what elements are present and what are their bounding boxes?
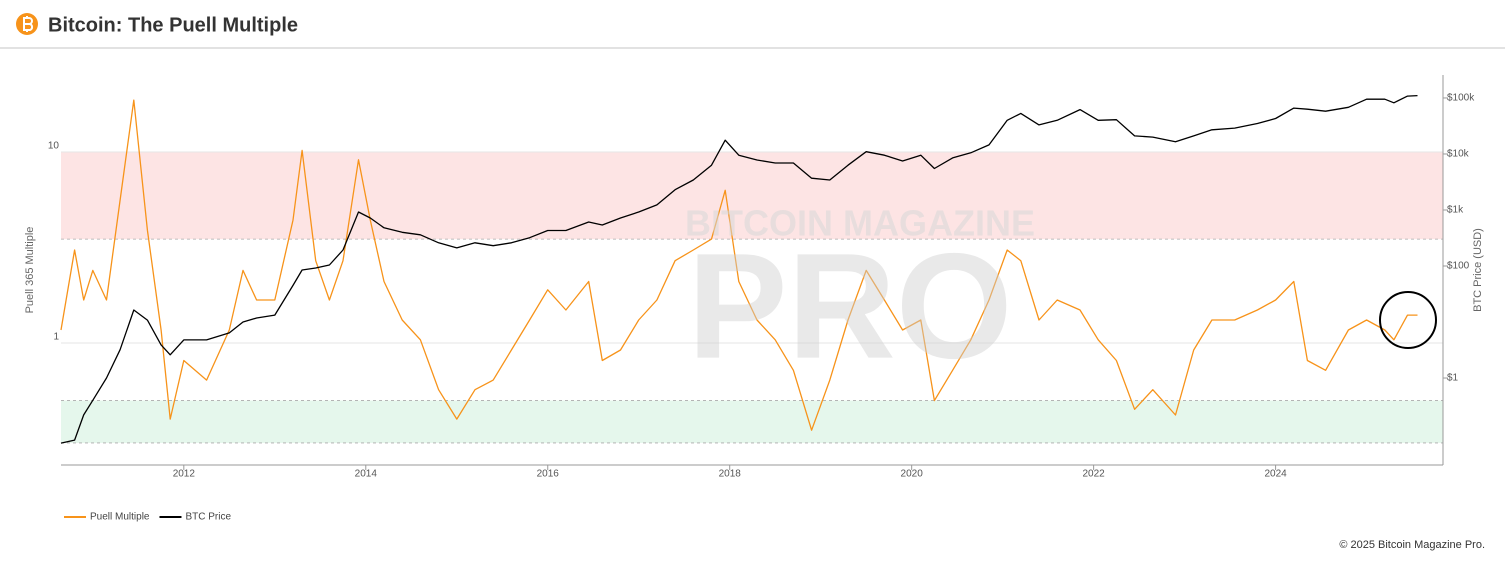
x-tick-label: 2012 — [173, 469, 196, 480]
legend-label: Puell Multiple — [90, 512, 150, 523]
copyright: © 2025 Bitcoin Magazine Pro. — [1339, 539, 1485, 551]
watermark: BITCOIN MAGAZINE — [685, 203, 1035, 244]
series-line — [60, 94, 1418, 444]
chart-title: Bitcoin: The Puell Multiple — [48, 14, 298, 36]
series-line — [60, 99, 1418, 431]
y-tick-label: 1 — [53, 332, 59, 343]
y-axis-label: Puell 365 Multiple — [24, 227, 36, 314]
legend-label: BTC Price — [185, 512, 231, 523]
watermark: PRO — [687, 222, 1012, 390]
y2-tick-label: $100k — [1447, 93, 1475, 104]
logo-glyph — [23, 16, 34, 32]
x-tick-label: 2024 — [1264, 469, 1287, 480]
x-tick-label: 2014 — [355, 469, 378, 480]
header — [0, 0, 1505, 48]
y2-tick-label: $100 — [1447, 261, 1470, 272]
y2-tick-label: $10k — [1447, 149, 1470, 160]
y-tick-label: 10 — [48, 141, 60, 152]
y2-tick-label: $1k — [1447, 205, 1464, 216]
y2-tick-label: $1 — [1447, 373, 1459, 384]
annotation-circle — [1379, 291, 1437, 349]
y2-axis-label: BTC Price (USD) — [1472, 228, 1484, 312]
plot-area: 1 10 $1 $100 $1k $10k $100k 2012 2014 2016 2018 202… — [48, 75, 1475, 480]
x-tick-label: 2020 — [901, 469, 924, 480]
zone-band — [61, 400, 1443, 443]
x-tick-label: 2022 — [1083, 469, 1106, 480]
x-tick-label: 2016 — [537, 469, 560, 480]
x-tick-label: 2018 — [719, 469, 742, 480]
